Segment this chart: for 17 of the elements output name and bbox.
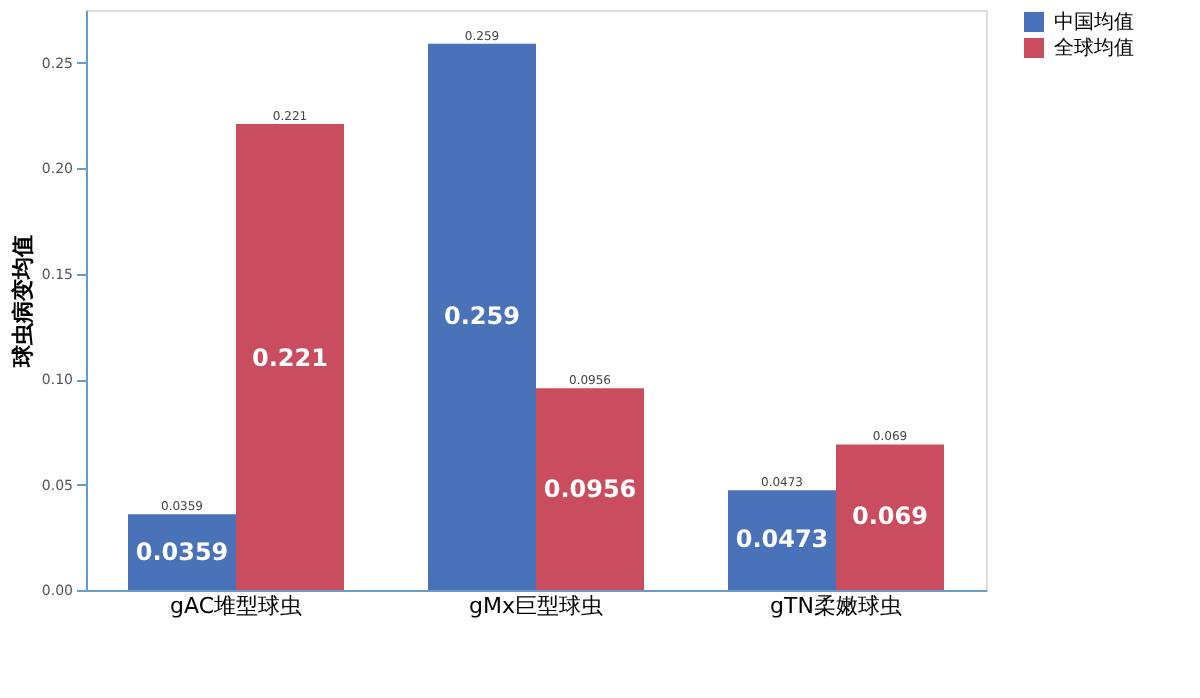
annotation: 0.221 xyxy=(252,344,328,372)
annotation: 0.259 xyxy=(444,301,520,330)
legend-label: 中国均值 xyxy=(1054,10,1134,34)
bar xyxy=(728,490,836,590)
legend-label: 全球均值 xyxy=(1054,36,1134,60)
x-tick-label: gAC堆型球虫 xyxy=(170,593,302,619)
annotation: 0.0359 xyxy=(135,538,229,567)
bar xyxy=(836,444,944,590)
bar xyxy=(236,123,344,590)
annotation: 0.0473 xyxy=(735,525,829,554)
bar xyxy=(536,388,644,590)
x-tick-label: gMx巨型球虫 xyxy=(469,593,603,619)
bar xyxy=(428,43,536,590)
y-axis-title: 球虫病变均值 xyxy=(9,235,36,369)
annotation: 0.069 xyxy=(852,502,928,531)
annotation: 0.0956 xyxy=(543,474,637,503)
x-tick-label: gTN柔嫩球虫 xyxy=(770,593,902,619)
